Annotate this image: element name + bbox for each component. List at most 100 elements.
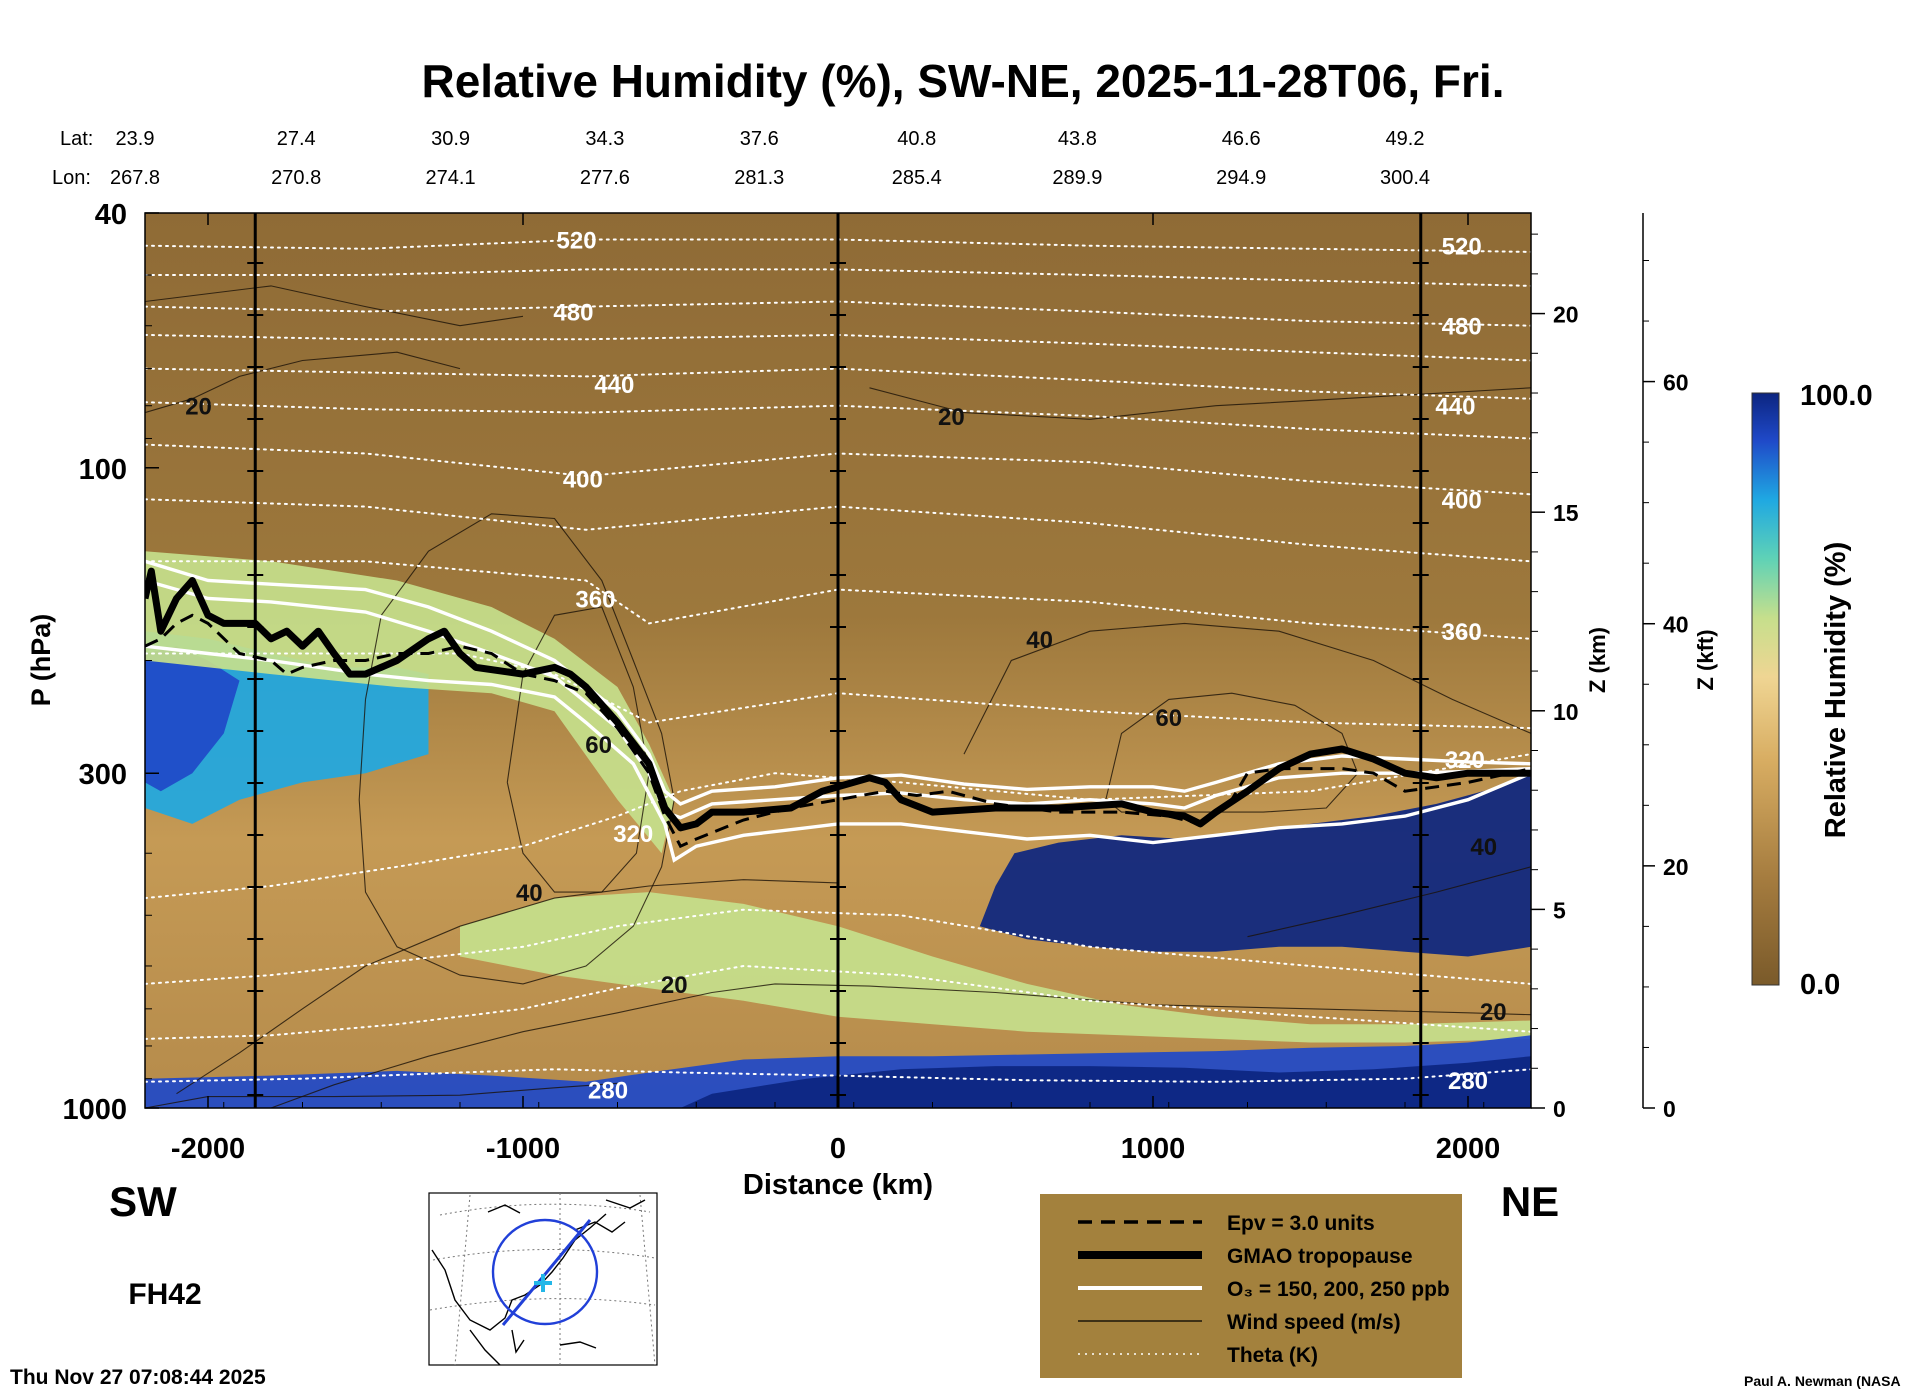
legend-label: Epv = 3.0 units <box>1227 1212 1375 1235</box>
lat-value: 46.6 <box>1222 128 1261 150</box>
humidity-region <box>460 892 1531 1043</box>
theta-label: 320 <box>613 821 653 848</box>
legend-box: Epv = 3.0 units GMAO tropopause O₃ = 150, … <box>1040 1194 1462 1378</box>
lat-value: 37.6 <box>740 128 779 150</box>
x-axis: -2000 -1000 0 1000 2000 <box>144 213 1501 1165</box>
colorbar: 100.0 0.0 Relative Humidity (%) <box>1751 380 1873 1001</box>
p-tick-label: 1000 <box>62 1094 127 1126</box>
lat-value: 49.2 <box>1386 128 1425 150</box>
legend-label: O₃ = 150, 200, 250 ppb <box>1227 1278 1450 1301</box>
chart-title: Relative Humidity (%), SW-NE, 2025-11-28… <box>422 55 1505 107</box>
z-km-tick-label: 0 <box>1553 1096 1566 1122</box>
crosshair-marker <box>534 1274 552 1292</box>
theta-label: 360 <box>575 586 615 613</box>
plot-area: 520 520 480 480 440 440 400 400 360 360 320 320 280 2… <box>145 213 1531 1108</box>
humidity-region <box>145 646 240 792</box>
p-tick-label: 100 <box>79 454 127 486</box>
theta-label: 400 <box>1442 487 1482 514</box>
wind-speed-contour <box>869 387 1531 420</box>
z-kft-tick-label: 0 <box>1663 1096 1676 1122</box>
humidity-field <box>145 551 1531 1108</box>
wind-speed-label: 40 <box>1026 627 1053 654</box>
lat-value: 43.8 <box>1058 128 1097 150</box>
epv-contour <box>145 613 1531 849</box>
humidity-region <box>680 1056 1531 1108</box>
lat-value: 23.9 <box>116 128 155 150</box>
legend-label: Wind speed (m/s) <box>1227 1311 1401 1334</box>
credit: Paul A. Newman (NASA <box>1744 1373 1901 1389</box>
wind-speed-label: 60 <box>1155 705 1182 732</box>
theta-label: 520 <box>557 228 597 255</box>
p-axis: 40 100 300 1000 <box>62 199 159 1126</box>
theta-label: 360 <box>1442 619 1482 646</box>
sw-label: SW <box>109 1178 177 1225</box>
theta-label: 480 <box>1442 314 1482 341</box>
x-tick-label: -2000 <box>171 1133 245 1165</box>
locator-map <box>428 1192 658 1366</box>
wind-speed-contour <box>1247 866 1531 938</box>
wind-speed-contour <box>270 983 1531 1108</box>
tropopause-line <box>145 567 1531 832</box>
wind-speed-label: 20 <box>661 972 688 999</box>
lon-value: 270.8 <box>271 167 321 189</box>
lon-value: 300.4 <box>1380 167 1430 189</box>
z-km-tick-label: 20 <box>1553 302 1579 328</box>
theta-contour <box>145 964 1531 1040</box>
x-tick-label: 2000 <box>1436 1133 1501 1165</box>
z-km-axis-label: Z (km) <box>1585 627 1610 693</box>
lat-value: 34.3 <box>585 128 624 150</box>
z-kft-axis-label: Z (kft) <box>1693 629 1718 690</box>
colorbar-max-label: 100.0 <box>1800 380 1873 412</box>
theta-label: 440 <box>594 372 634 399</box>
lon-value: 289.9 <box>1052 167 1102 189</box>
humidity-region <box>145 551 675 854</box>
wind-speed-label: 40 <box>516 880 543 907</box>
timestamp: Thu Nov 27 07:08:44 2025 <box>10 1366 266 1389</box>
legend-label: Theta (K) <box>1227 1344 1318 1367</box>
x-tick-label: -1000 <box>486 1133 560 1165</box>
wind-speed-contour <box>145 1082 618 1108</box>
reference-lines <box>247 213 1429 1108</box>
wind-speed-label: 20 <box>938 404 965 431</box>
x-axis-label: Distance (km) <box>743 1169 933 1201</box>
z-kft-tick-label: 20 <box>1663 854 1689 880</box>
theta-label: 440 <box>1435 394 1475 421</box>
lon-value: 294.9 <box>1216 167 1266 189</box>
lon-label: Lon: <box>52 167 91 189</box>
p-axis-label: P (hPa) <box>26 614 56 707</box>
tropopause-path <box>145 567 1531 832</box>
forecast-hour: FH42 <box>128 1278 201 1311</box>
ne-label: NE <box>1501 1178 1559 1225</box>
theta-label: 520 <box>1442 234 1482 261</box>
ozone-contour <box>145 559 1531 806</box>
lat-label: Lat: <box>60 128 93 150</box>
theta-label: 320 <box>1445 747 1485 774</box>
wind-speed-label: 20 <box>185 394 212 421</box>
wind-speed-contour <box>145 285 524 327</box>
z-km-tick-label: 15 <box>1553 500 1579 526</box>
wind-speed-contour <box>145 351 461 414</box>
lat-value: 27.4 <box>277 128 316 150</box>
wind-speed-label: 20 <box>1480 999 1507 1026</box>
p-tick-label: 40 <box>95 199 127 231</box>
colorbar-label: Relative Humidity (%) <box>1820 542 1852 839</box>
z-kft-tick-label: 40 <box>1663 612 1689 638</box>
wind-speed-label: 40 <box>1470 834 1497 861</box>
theta-label: 280 <box>1448 1068 1488 1095</box>
lat-value: 40.8 <box>897 128 936 150</box>
theta-label: 480 <box>553 299 593 326</box>
theta-label: 400 <box>563 467 603 494</box>
z-km-tick-label: 5 <box>1553 897 1566 923</box>
z-km-axis: 0 5 10 15 20 <box>1531 233 1579 1122</box>
theta-label: 280 <box>588 1077 628 1104</box>
theta-contour <box>145 908 1531 985</box>
x-tick-label: 1000 <box>1121 1133 1186 1165</box>
colorbar-min-label: 0.0 <box>1800 969 1840 1001</box>
z-km-tick-label: 10 <box>1553 699 1579 725</box>
lon-value: 285.4 <box>892 167 942 189</box>
ozone-contour <box>145 644 1531 863</box>
colorbar-gradient <box>1751 392 1780 986</box>
wind-speed-contour <box>963 622 1531 755</box>
wind-speed-contour <box>176 879 839 1095</box>
